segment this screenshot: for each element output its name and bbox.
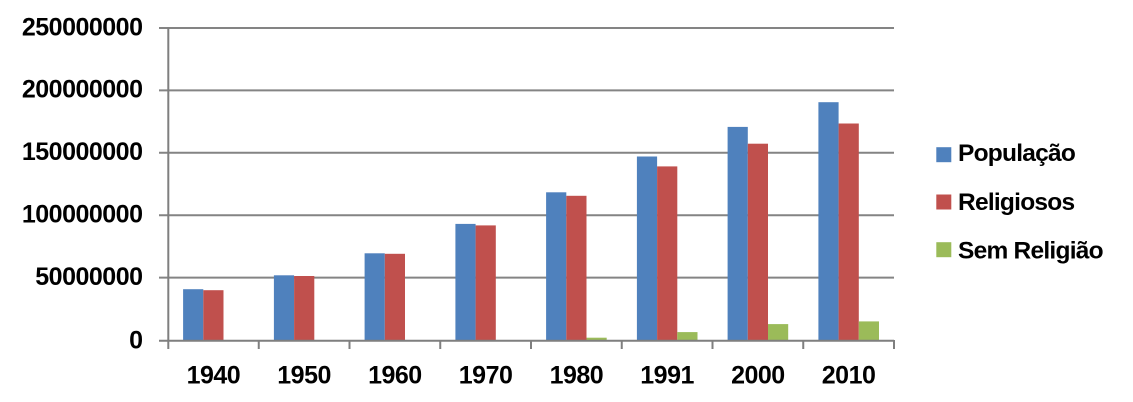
svg-text:2010: 2010 [822, 361, 876, 389]
svg-text:150000000: 150000000 [22, 138, 143, 166]
svg-text:1991: 1991 [640, 361, 694, 389]
svg-text:1980: 1980 [550, 361, 604, 389]
svg-text:1940: 1940 [187, 361, 241, 389]
svg-text:1950: 1950 [277, 361, 331, 389]
svg-text:100000000: 100000000 [22, 201, 143, 229]
svg-text:200000000: 200000000 [22, 76, 143, 104]
svg-text:Religiosos: Religiosos [958, 189, 1075, 216]
svg-text:1960: 1960 [368, 361, 422, 389]
svg-text:2000: 2000 [731, 361, 785, 389]
svg-text:Sem Religião: Sem Religião [958, 237, 1104, 264]
svg-text:0: 0 [129, 327, 142, 355]
svg-text:1970: 1970 [459, 361, 513, 389]
svg-text:50000000: 50000000 [35, 263, 142, 291]
svg-text:250000000: 250000000 [22, 13, 143, 41]
svg-text:População: População [958, 140, 1076, 167]
